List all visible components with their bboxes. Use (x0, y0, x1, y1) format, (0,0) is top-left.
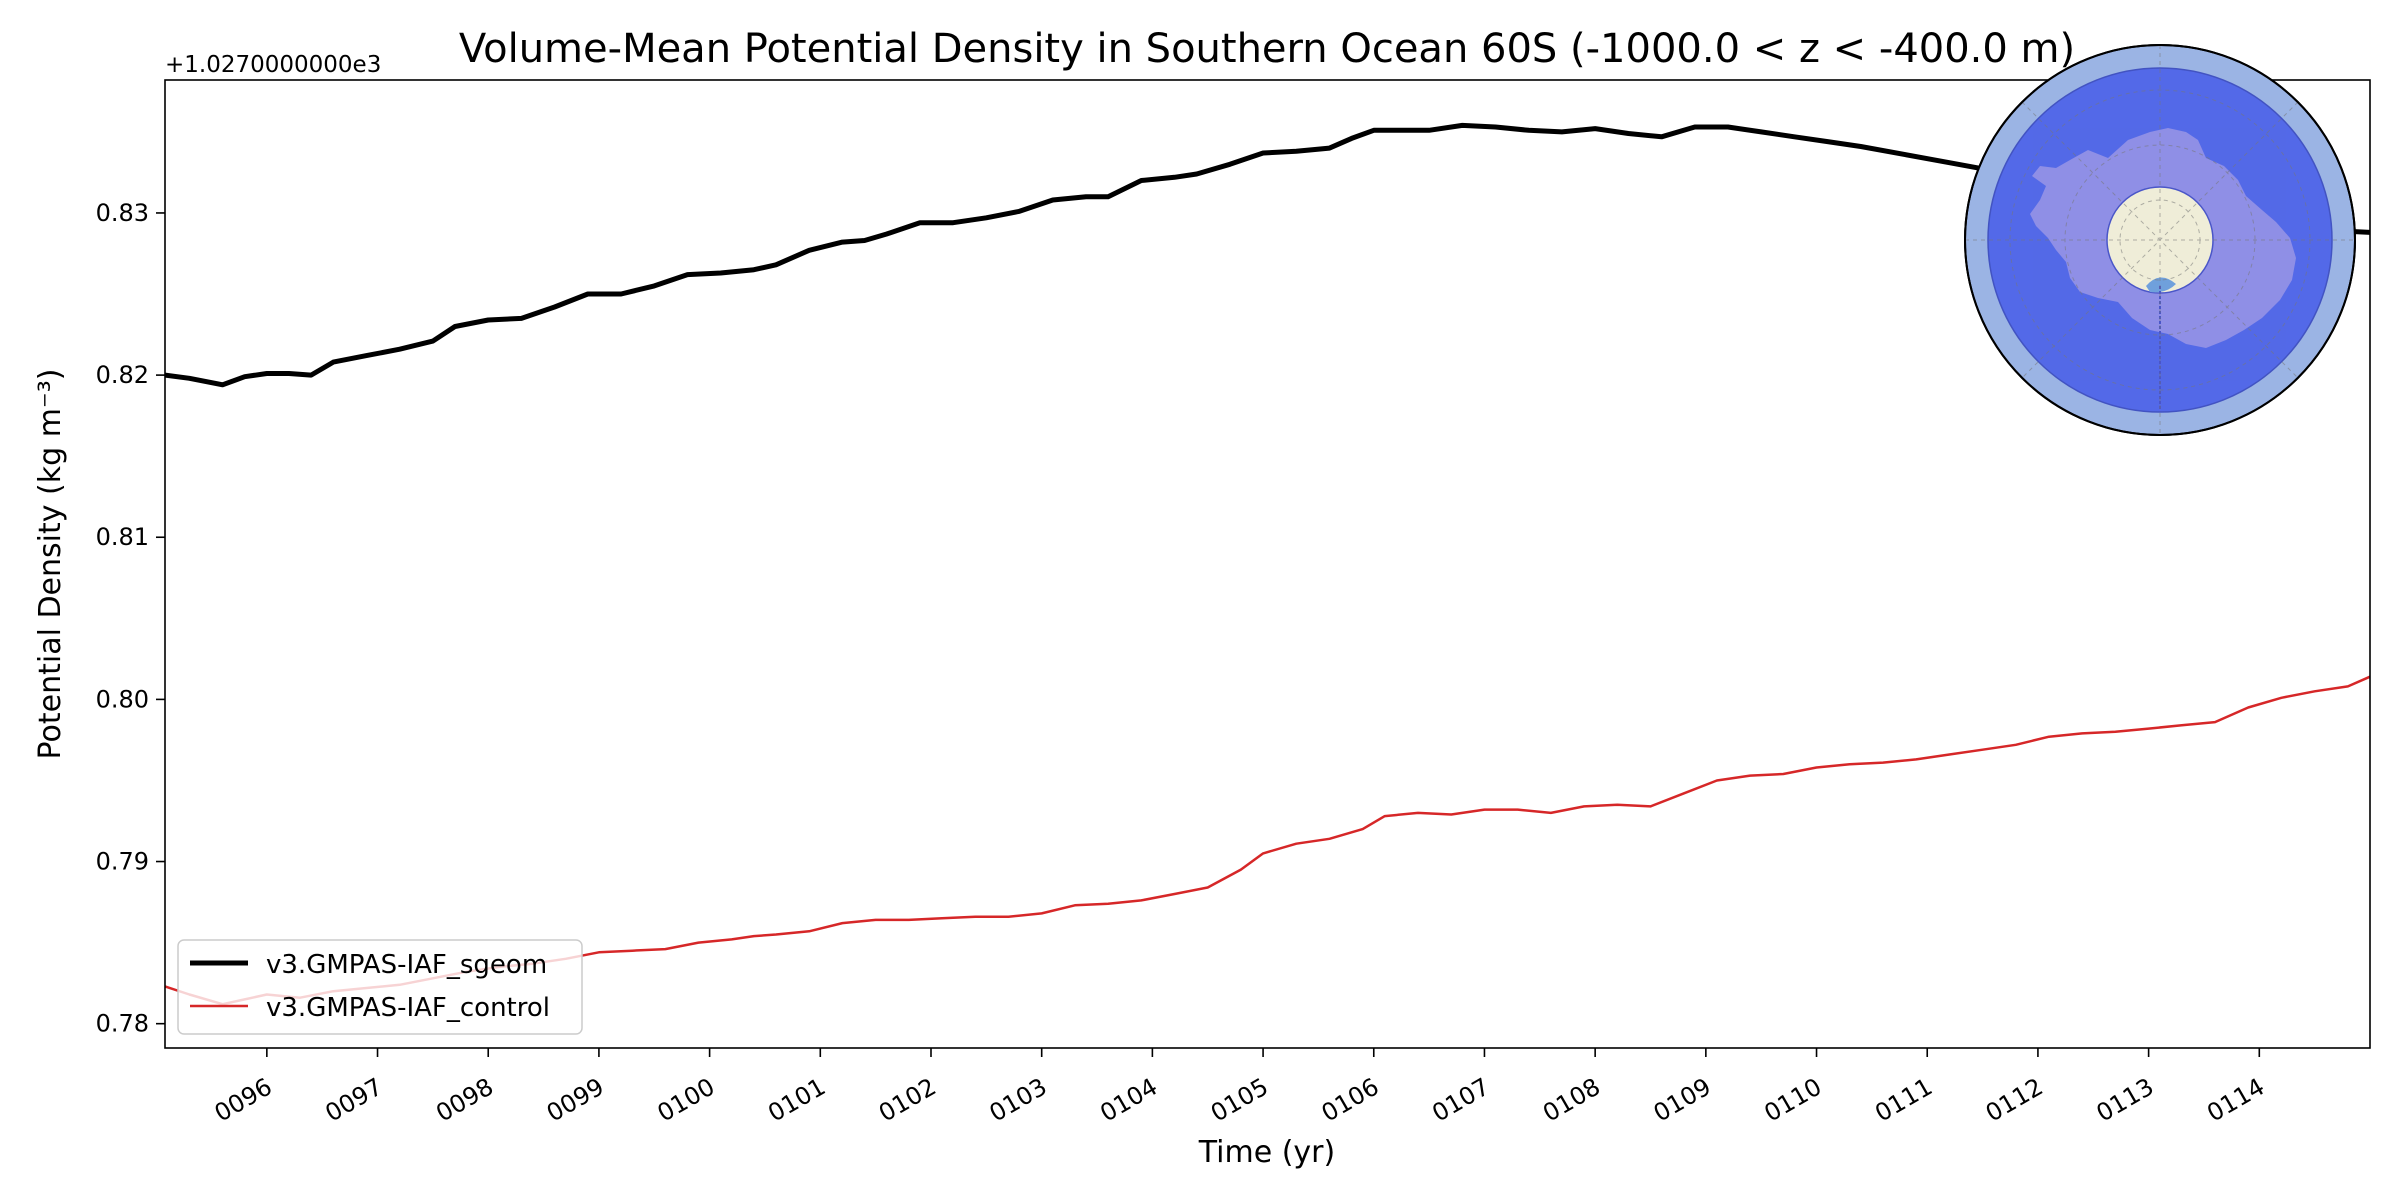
x-tick-label: 0102 (874, 1073, 941, 1128)
legend-label-control: v3.GMPAS-IAF_control (266, 993, 550, 1023)
x-tick-label: 0099 (542, 1073, 609, 1128)
y-tick-label: 0.83 (96, 199, 149, 227)
map-outline (1964, 44, 2356, 436)
y-tick-label: 0.79 (96, 848, 149, 876)
x-tick-label: 0106 (1317, 1073, 1384, 1128)
legend: v3.GMPAS-IAF_sgeom v3.GMPAS-IAF_control (177, 939, 583, 1035)
y-tick-label: 0.78 (96, 1010, 149, 1038)
y-offset-label: +1.0270000000e3 (165, 52, 381, 78)
x-tick-label: 0112 (1981, 1073, 2048, 1128)
map-ross-ice (2146, 277, 2176, 293)
x-axis-label: Time (yr) (1198, 1135, 1335, 1170)
x-tick-label: 0100 (653, 1073, 720, 1128)
legend-box (177, 939, 583, 1035)
y-tick-label: 0.82 (96, 361, 149, 389)
map-graticule (1965, 45, 2355, 435)
legend-label-sgeom: v3.GMPAS-IAF_sgeom (266, 950, 547, 980)
x-tick-label: 0111 (1870, 1073, 1937, 1128)
x-tick-label: 0103 (985, 1073, 1052, 1128)
plot-frame (164, 79, 2371, 1049)
x-tick-label: 0108 (1538, 1073, 1605, 1128)
x-tick-label: 0101 (763, 1073, 830, 1128)
x-tick-label: 0110 (1760, 1073, 1827, 1128)
x-tick-label: 0097 (321, 1073, 388, 1128)
chart-title: Volume-Mean Potential Density in Souther… (459, 26, 2075, 72)
y-axis-label: Potential Density (kg m⁻³) (33, 369, 68, 760)
y-axis: 0.78 0.79 0.80 0.81 0.82 0.83 (96, 199, 165, 1038)
x-tick-label: 0104 (1095, 1073, 1162, 1128)
x-tick-label: 0098 (431, 1073, 498, 1128)
x-axis: 0096 0097 0098 0099 0100 0101 0102 0103 0104 0105… (210, 1048, 2269, 1127)
x-tick-label: 0113 (2092, 1073, 2159, 1128)
x-tick-label: 0114 (2202, 1073, 2269, 1128)
y-tick-label: 0.80 (96, 685, 149, 713)
x-tick-label: 0109 (1649, 1073, 1716, 1128)
x-tick-label: 0096 (210, 1073, 277, 1128)
inset-map (1964, 44, 2356, 436)
y-tick-label: 0.81 (96, 523, 149, 551)
x-tick-label: 0107 (1427, 1073, 1494, 1128)
series-line-sgeom (165, 122, 2370, 388)
x-tick-label: 0105 (1206, 1073, 1273, 1128)
